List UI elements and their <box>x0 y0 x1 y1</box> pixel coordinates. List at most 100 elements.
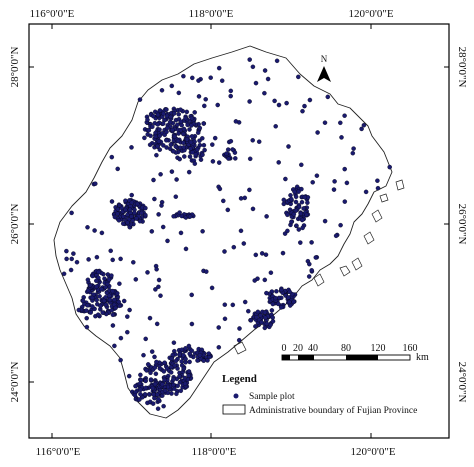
north-arrow-icon <box>317 66 331 82</box>
sample-plot-dot <box>187 351 192 357</box>
sample-plot-dot <box>151 392 156 397</box>
sample-plot-dot <box>150 385 156 391</box>
top-lon-label-118: 118°0'0"E <box>189 8 234 20</box>
sample-plot-dot <box>305 200 310 205</box>
sample-plot-dot <box>71 251 76 256</box>
sample-plot-dot <box>129 214 134 219</box>
sample-plot-dot <box>203 97 208 102</box>
sample-plot-dot <box>181 366 187 371</box>
sample-plot-dot <box>216 345 222 350</box>
sample-plot-dots <box>61 57 392 411</box>
sample-plot-dot <box>133 383 138 389</box>
sample-plot-dot <box>241 241 247 246</box>
sample-plot-dot <box>178 230 184 236</box>
sample-plot-dot <box>137 218 143 224</box>
sample-plot-dot <box>94 254 100 260</box>
sample-plot-dot <box>158 293 163 298</box>
sample-plot-dot <box>187 127 192 132</box>
legend-boundary-label: Administrative boundary of Fujian Provin… <box>249 405 417 416</box>
left-lat-label-24: 24°0'0"N <box>9 362 21 403</box>
sample-plot-dot <box>363 189 369 195</box>
sample-plot-dot <box>286 144 291 149</box>
sample-plot-dot <box>228 138 234 144</box>
sample-plot-dot <box>291 211 297 217</box>
sample-plot-dot <box>242 195 248 201</box>
sample-plot-dot <box>187 359 192 365</box>
bottom-lon-label-116: 116°0'0"E <box>36 446 81 458</box>
sample-plot-dot <box>256 139 262 144</box>
sample-plot-dot <box>201 121 206 126</box>
sample-plot-dot <box>154 359 159 365</box>
sample-plot-dot <box>339 135 344 140</box>
sample-plot-dot <box>274 58 280 64</box>
sample-plot-dot <box>85 277 91 283</box>
sample-plot-dot <box>236 337 242 343</box>
sample-plot-dot <box>187 214 193 219</box>
bottom-lon-label-118: 118°0'0"E <box>192 446 237 458</box>
sample-plot-dot <box>216 160 222 165</box>
sample-plot-dot <box>110 288 115 294</box>
legend: Legend Sample plot Administrative bounda… <box>222 373 417 416</box>
sample-plot-dot <box>294 223 299 228</box>
sample-plot-dot <box>107 293 112 299</box>
sample-plot-dot <box>142 392 148 397</box>
sample-plot-dot <box>92 228 97 233</box>
sample-plot-dot <box>314 173 320 178</box>
sample-plot-dot <box>300 225 305 231</box>
sample-plot-dot <box>152 395 157 401</box>
sample-plot-dot <box>293 208 299 213</box>
sample-plot-dot <box>268 270 274 275</box>
right-lat-label-28: 28°0'0"N <box>456 47 468 88</box>
sample-plot-dot <box>116 299 122 305</box>
sample-plot-dot <box>164 107 169 112</box>
sample-plot-dot <box>175 366 180 371</box>
sample-plot-dot <box>262 325 268 331</box>
sample-plot-dot <box>248 318 254 323</box>
sample-plot-dot <box>275 301 281 307</box>
sample-plot-dot <box>137 397 142 402</box>
sample-plot-dot <box>185 122 190 128</box>
sample-plot-dot <box>160 224 166 230</box>
sample-plot-dot <box>178 388 184 394</box>
sample-plot-dot <box>296 74 301 80</box>
sample-plot-dot <box>156 277 162 283</box>
sample-plot-dot <box>152 381 158 387</box>
sample-plot-dot <box>110 257 115 263</box>
sample-plot-dot <box>247 57 252 62</box>
sample-plot-dot <box>156 284 161 290</box>
right-lat-label-26: 26°0'0"N <box>456 204 468 245</box>
sample-plot-dot <box>137 381 143 386</box>
sample-plot-dot <box>84 324 90 330</box>
sample-plot-dot <box>262 68 268 73</box>
sample-plot-dot <box>351 146 356 151</box>
sample-plot-dot <box>262 277 268 283</box>
sample-plot-dot <box>165 238 170 244</box>
sample-plot-dot <box>322 120 328 125</box>
sample-plot-dot <box>276 160 281 165</box>
sample-plot-dot <box>285 228 290 234</box>
sample-plot-dot <box>281 201 287 207</box>
sample-plot-dot <box>76 307 82 313</box>
sample-plot-dot <box>155 112 161 118</box>
sample-plot-dot <box>175 122 180 128</box>
sample-plot-dot <box>179 359 184 364</box>
sample-plot-dot <box>149 349 155 354</box>
sample-plot-dot <box>254 315 259 320</box>
sample-plot-dot <box>127 307 132 313</box>
sample-plot-dot <box>141 352 146 358</box>
sample-plot-dot <box>182 375 188 381</box>
sample-plot-dot <box>121 298 127 304</box>
sample-plot-dot <box>200 136 205 141</box>
north-arrow: N <box>317 54 331 82</box>
sample-plot-dot <box>126 373 132 379</box>
fujian-province-boundary <box>53 45 393 419</box>
sample-plot-dot <box>238 228 244 234</box>
sample-plot-dot <box>115 206 121 212</box>
sample-plot-dot <box>183 115 188 121</box>
sample-plot-dot <box>183 246 189 252</box>
sample-plot-dot <box>127 207 133 213</box>
sample-plot-dot <box>296 189 301 194</box>
sample-plot-dot <box>160 382 165 387</box>
sample-plot-dot <box>183 356 188 362</box>
sample-plot-dot <box>164 145 169 150</box>
